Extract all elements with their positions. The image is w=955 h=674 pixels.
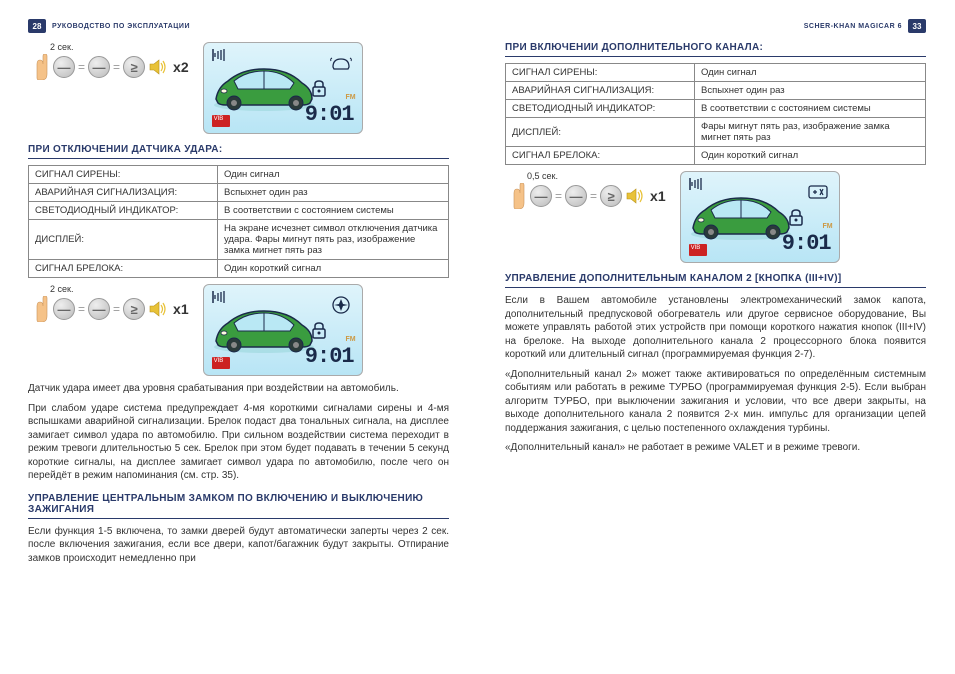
aux-icon: [807, 182, 829, 202]
fob-display: FM 9:01: [203, 42, 363, 134]
page-number: 33: [908, 19, 926, 33]
section-title: УПРАВЛЕНИЕ ДОПОЛНИТЕЛЬНЫМ КАНАЛОМ 2 [КНО…: [505, 273, 926, 288]
vib-badge: [212, 115, 230, 127]
eq-icon: =: [78, 60, 85, 74]
table-row: ДИСПЛЕЙ:На экране исчезнет символ отключ…: [29, 220, 449, 260]
beep-count: x2: [173, 59, 189, 75]
lock-icon: [787, 208, 805, 226]
eq-icon: =: [555, 189, 562, 203]
fob-button-2: —: [88, 298, 110, 320]
product-title: SCHER-KHAN MAGICAR 6: [804, 23, 902, 30]
table-row: СВЕТОДИОДНЫЙ ИНДИКАТОР:В соответствии с …: [29, 202, 449, 220]
paragraph: «Дополнительный канал» не работает в реж…: [505, 441, 926, 455]
fob-button-1: —: [53, 56, 75, 78]
paragraph: При слабом ударе система предупреждает 4…: [28, 402, 449, 483]
lock-icon: [310, 321, 328, 339]
timing-label: 0,5 сек.: [527, 171, 666, 181]
paragraph: Если функция 1-5 включена, то замки двер…: [28, 525, 449, 566]
hand-icon: [32, 296, 50, 322]
button-sequence: — = — = ≥ x1: [32, 296, 189, 322]
header-right: SCHER-KHAN MAGICAR 6 33: [505, 18, 926, 34]
eq-icon: =: [113, 60, 120, 74]
eq-icon: =: [78, 302, 85, 316]
fob-button-2: —: [88, 56, 110, 78]
section-title: При включении дополнительного канала:: [505, 42, 926, 57]
speaker-icon: [148, 57, 168, 77]
fob-button-2: —: [565, 185, 587, 207]
lock-icon: [310, 79, 328, 97]
section-title: При отключении датчика удара:: [28, 144, 449, 159]
paragraph: Датчик удара имеет два уровня срабатыван…: [28, 382, 449, 396]
page-number: 28: [28, 19, 46, 33]
sequence-block-1: 2 сек. — = — = ≥ x2 FM 9:01: [28, 42, 449, 134]
vib-badge: [689, 244, 707, 256]
section-title: УПРАВЛЕНИЕ ЦЕНТРАЛЬНЫМ ЗАМКОМ ПО ВКЛЮЧЕН…: [28, 493, 449, 519]
paragraph: Если в Вашем автомобиле установлены элек…: [505, 294, 926, 362]
fm-label: FM: [346, 94, 356, 101]
sequence-block-3: 0,5 сек. — = — = ≥ x1 FM 9:01: [505, 171, 926, 263]
display-time: 9:01: [305, 344, 354, 369]
display-time: 9:01: [782, 231, 831, 256]
paragraph: «Дополнительный канал 2» может также акт…: [505, 368, 926, 436]
fob-button-3: ≥: [123, 56, 145, 78]
timing-label: 2 сек.: [50, 284, 189, 294]
car-icon: [210, 301, 318, 355]
page-left: 28 РУКОВОДСТВО ПО ЭКСПЛУАТАЦИИ 2 сек. — …: [0, 0, 477, 674]
table-row: АВАРИЙНАЯ СИГНАЛИЗАЦИЯ:Вспыхнет один раз: [29, 184, 449, 202]
hand-icon: [509, 183, 527, 209]
fob-button-1: —: [530, 185, 552, 207]
table-row: ДИСПЛЕЙ:Фары мигнут пять раз, изображени…: [506, 118, 926, 147]
display-time: 9:01: [305, 102, 354, 127]
header-left: 28 РУКОВОДСТВО ПО ЭКСПЛУАТАЦИИ: [28, 18, 449, 34]
speaker-icon: [625, 186, 645, 206]
table-row: СИГНАЛ БРЕЛОКА:Один короткий сигнал: [29, 260, 449, 278]
table-row: СИГНАЛ СИРЕНЫ:Один сигнал: [506, 64, 926, 82]
table-row: АВАРИЙНАЯ СИГНАЛИЗАЦИЯ:Вспыхнет один раз: [506, 82, 926, 100]
page-right: SCHER-KHAN MAGICAR 6 33 При включении до…: [477, 0, 954, 674]
fob-button-3: ≥: [123, 298, 145, 320]
car-icon: [687, 188, 795, 242]
button-sequence: — = — = ≥ x2: [32, 54, 189, 80]
fm-label: FM: [823, 223, 833, 230]
car-icon: [210, 59, 318, 113]
eq-icon: =: [113, 302, 120, 316]
table-row: СИГНАЛ СИРЕНЫ:Один сигнал: [29, 166, 449, 184]
table-row: СВЕТОДИОДНЫЙ ИНДИКАТОР:В соответствии с …: [506, 100, 926, 118]
fob-button-3: ≥: [600, 185, 622, 207]
beep-count: x1: [650, 188, 666, 204]
eq-icon: =: [590, 189, 597, 203]
impact-icon: [330, 295, 352, 315]
fob-display: FM 9:01: [680, 171, 840, 263]
timing-label: 2 сек.: [50, 42, 189, 52]
manual-title: РУКОВОДСТВО ПО ЭКСПЛУАТАЦИИ: [52, 23, 190, 30]
button-sequence: — = — = ≥ x1: [509, 183, 666, 209]
fob-display: FM 9:01: [203, 284, 363, 376]
fm-label: FM: [346, 336, 356, 343]
sequence-block-2: 2 сек. — = — = ≥ x1 FM 9:01: [28, 284, 449, 376]
signal-table-1: СИГНАЛ СИРЕНЫ:Один сигнал АВАРИЙНАЯ СИГН…: [28, 165, 449, 278]
signal-table-2: СИГНАЛ СИРЕНЫ:Один сигнал АВАРИЙНАЯ СИГН…: [505, 63, 926, 165]
hand-icon: [32, 54, 50, 80]
beep-count: x1: [173, 301, 189, 317]
fob-button-1: —: [53, 298, 75, 320]
speaker-icon: [148, 299, 168, 319]
table-row: СИГНАЛ БРЕЛОКА:Один короткий сигнал: [506, 147, 926, 165]
vib-badge: [212, 357, 230, 369]
trunk-icon: [330, 53, 352, 73]
